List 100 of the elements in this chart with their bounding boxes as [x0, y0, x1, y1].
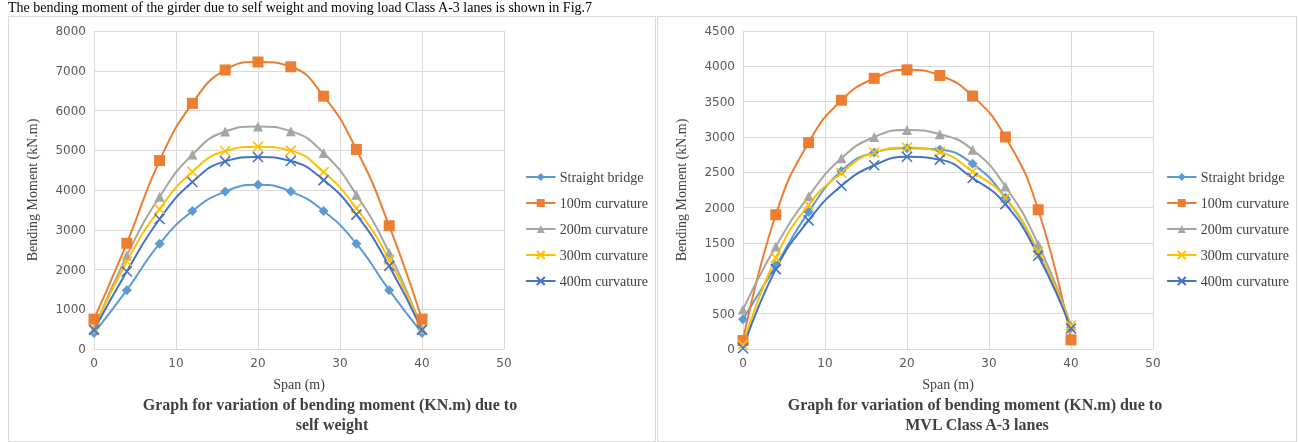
point: [738, 304, 748, 315]
legend-label: 200m curvature: [1200, 221, 1289, 237]
point: [285, 126, 296, 137]
point: [966, 172, 979, 184]
point: [835, 94, 847, 106]
y-tick-label: 3000: [55, 222, 86, 237]
y-axis-title: Bending Moment (kN.m): [24, 118, 41, 262]
x-tick-label: 50: [496, 356, 512, 370]
point: [220, 186, 231, 197]
point: [383, 253, 395, 266]
text: The bending moment of the girder due to self weight and moving load Class A-3 lanes is shown in Fig.7: [8, 0, 593, 16]
point: [253, 179, 263, 190]
point: [318, 206, 329, 217]
x-tick-label: 20: [899, 356, 915, 370]
point: [154, 238, 165, 249]
y-tick-label: 8000: [55, 24, 86, 38]
point: [121, 255, 133, 268]
legend-label: Straight bridge: [559, 169, 644, 185]
point: [934, 70, 946, 82]
point: [803, 137, 815, 149]
legend-label: 100m curvature: [559, 195, 648, 211]
point: [154, 191, 165, 202]
x-tick-label: 20: [250, 356, 266, 370]
y-tick-label: 5000: [55, 143, 86, 158]
point: [253, 121, 263, 132]
legend-label: 300m curvature: [1200, 247, 1289, 263]
point: [868, 159, 880, 172]
point: [186, 165, 199, 178]
point: [186, 97, 198, 109]
point: [383, 220, 395, 232]
point: [1032, 249, 1044, 262]
y-tick-label: 2000: [704, 200, 735, 215]
y-tick-label: 1000: [704, 271, 735, 286]
point: [121, 265, 133, 278]
point: [934, 129, 945, 140]
point: [901, 64, 913, 76]
point: [153, 213, 166, 225]
point: [737, 342, 749, 355]
point: [219, 155, 231, 168]
point: [350, 143, 362, 155]
x-tick-label: 10: [817, 356, 833, 370]
point: [967, 144, 978, 155]
x-tick-label: 40: [1063, 356, 1079, 370]
point: [186, 176, 199, 188]
point: [154, 155, 166, 167]
point: [836, 153, 847, 164]
point: [1000, 181, 1011, 192]
point: [384, 285, 395, 296]
point: [187, 206, 198, 217]
point: [416, 313, 428, 325]
legend-label: Straight bridge: [1200, 169, 1285, 185]
point: [802, 199, 815, 211]
point: [901, 150, 913, 163]
point: [219, 64, 231, 76]
point: [285, 186, 296, 197]
y-tick-label: 3500: [704, 94, 735, 109]
x-tick-label: 50: [1145, 356, 1161, 370]
point: [285, 144, 297, 157]
x-tick-label: 0: [90, 356, 98, 370]
y-tick-label: 0: [727, 342, 735, 356]
text: Graph for variation of bending moment (KN.m) due to self weight: [142, 395, 522, 434]
point: [219, 145, 231, 157]
y-axis-title: Bending Moment (kN.m): [673, 118, 690, 262]
point: [317, 174, 330, 186]
point: [351, 238, 362, 249]
point: [1065, 334, 1077, 346]
y-tick-label: 2000: [55, 262, 86, 277]
point: [999, 131, 1011, 143]
y-tick-label: 7000: [55, 63, 86, 78]
point: [902, 124, 912, 135]
point: [803, 206, 814, 217]
x-tick-label: 30: [332, 356, 348, 370]
point: [383, 260, 395, 272]
point: [868, 72, 880, 84]
point: [967, 158, 978, 169]
point: [317, 166, 330, 178]
point: [934, 153, 946, 166]
y-tick-label: 1000: [55, 302, 86, 317]
y-tick-label: 0: [78, 342, 86, 356]
point: [285, 61, 297, 73]
y-tick-label: 4000: [704, 59, 735, 74]
point: [869, 132, 880, 142]
x-axis-title: Span (m): [922, 376, 975, 393]
point: [350, 208, 363, 221]
x-tick-label: 0: [739, 356, 747, 370]
point: [121, 237, 133, 249]
point: [770, 252, 782, 264]
point: [351, 189, 362, 200]
point: [350, 202, 363, 215]
legend-label: 200m curvature: [559, 221, 648, 237]
point: [967, 90, 979, 102]
point: [770, 263, 782, 275]
x-tick-label: 30: [981, 356, 997, 370]
point: [1032, 204, 1044, 216]
legend-label: 400m curvature: [1200, 273, 1289, 289]
point: [220, 126, 231, 137]
point: [770, 209, 782, 221]
y-tick-label: 500: [712, 306, 735, 321]
y-tick-label: 3000: [704, 130, 735, 144]
point: [318, 148, 329, 159]
